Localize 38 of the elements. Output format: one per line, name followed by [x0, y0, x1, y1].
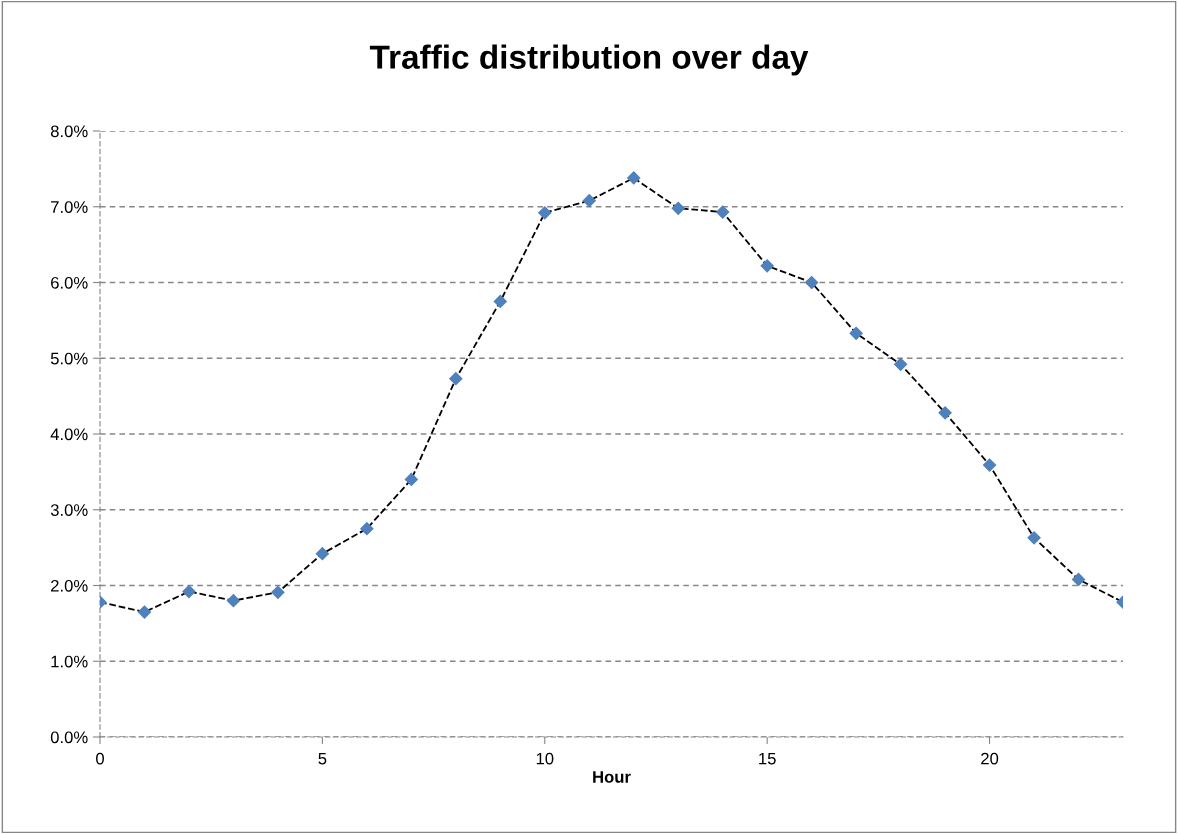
chart-title: Traffic distribution over day — [369, 44, 809, 76]
x-tick-label: 20 — [981, 752, 999, 765]
point — [982, 458, 997, 472]
y-tick-label: 7.0% — [51, 201, 88, 213]
x-tick-label: 15 — [759, 752, 776, 765]
point — [137, 605, 152, 619]
point — [271, 585, 285, 599]
point — [582, 194, 596, 208]
y-tick-label: 0.0% — [50, 731, 88, 744]
y-tick-label: 5.0% — [50, 352, 88, 365]
point — [627, 171, 641, 185]
x-axis-title: Hour — [593, 771, 631, 783]
point — [360, 522, 374, 536]
point — [493, 294, 507, 309]
y-tick-label: 2.0% — [51, 579, 88, 592]
point — [849, 326, 863, 340]
point — [226, 594, 241, 608]
y-tick-label: 3.0% — [50, 504, 88, 516]
x-tick-label: 0 — [96, 752, 104, 765]
x-tick-label: 5 — [318, 752, 327, 765]
point — [538, 206, 552, 220]
point — [716, 205, 730, 219]
point — [404, 472, 418, 487]
y-tick-label: 8.0% — [50, 125, 88, 138]
point — [938, 406, 952, 420]
point — [805, 275, 819, 290]
point — [1071, 572, 1086, 587]
y-tick-label: 6.0% — [51, 276, 88, 289]
point — [315, 547, 329, 561]
point — [760, 259, 774, 273]
x-tick-label: 10 — [536, 752, 554, 765]
point — [671, 201, 685, 215]
y-tick-label: 4.0% — [50, 428, 88, 441]
point — [449, 372, 463, 386]
point — [894, 357, 908, 371]
point — [182, 584, 196, 599]
y-tick-label: 1.0% — [51, 655, 88, 668]
point — [1027, 531, 1041, 545]
